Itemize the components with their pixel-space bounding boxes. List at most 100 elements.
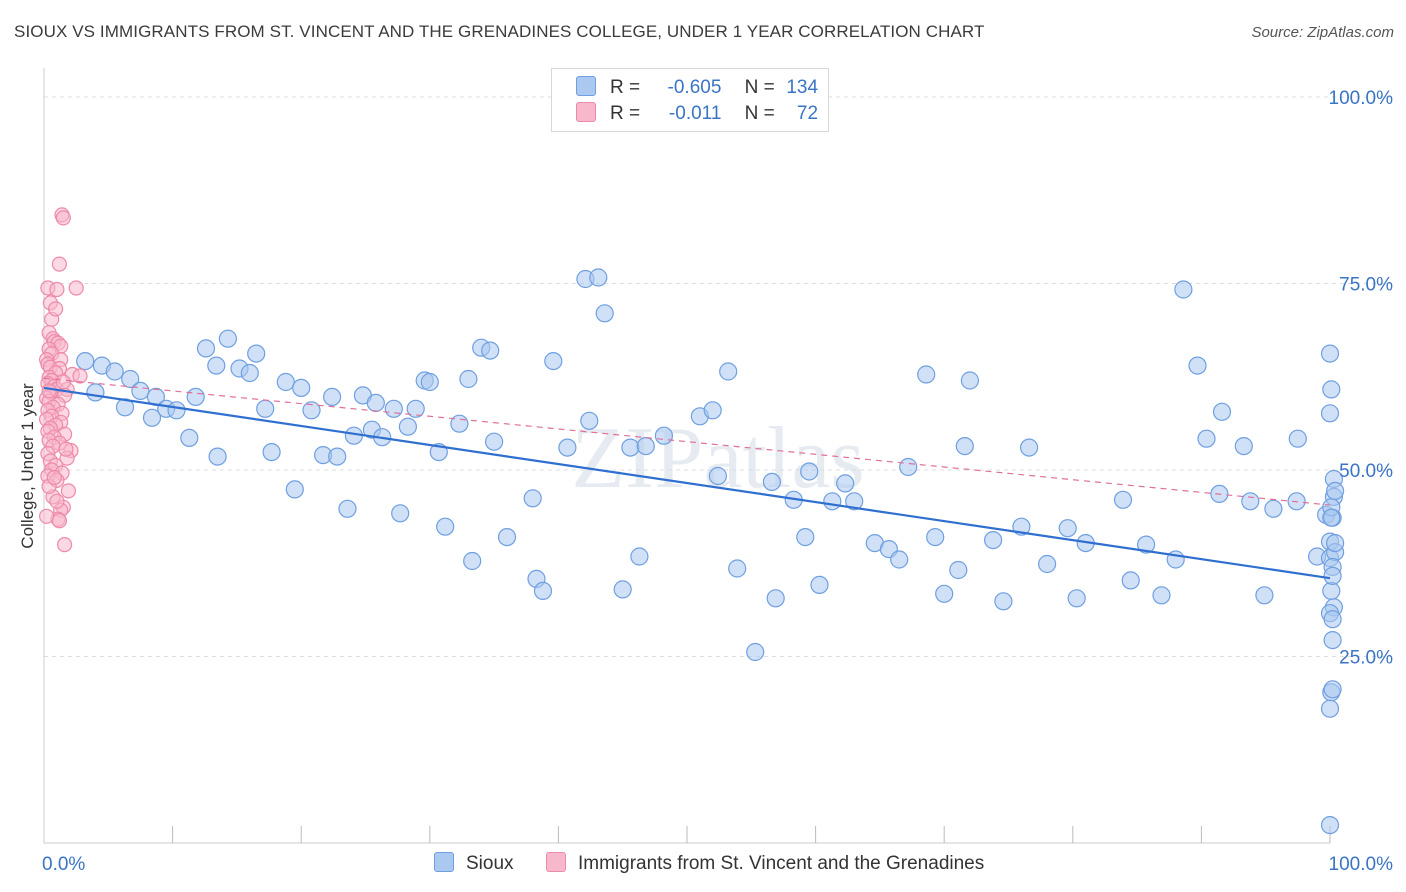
immigrants-point <box>72 368 88 384</box>
sioux-point <box>1323 680 1342 699</box>
sioux-point <box>1037 554 1057 574</box>
sioux-point <box>589 268 608 287</box>
sioux-point <box>1136 535 1156 554</box>
immigrants-point <box>47 301 64 317</box>
legend-row-sioux: R = -0.605 N = 134 <box>576 76 818 100</box>
y-axis-label: College, Under 1 year <box>18 383 37 549</box>
sioux-point <box>1323 566 1342 586</box>
y-tick-label: 100.0% <box>1329 88 1394 109</box>
sioux-point <box>196 339 216 358</box>
sioux-point <box>366 393 385 412</box>
sioux-point <box>256 399 275 418</box>
tick-labels: 25.0% 50.0% 75.0% 100.0% 0.0% 100.0% <box>42 88 1393 875</box>
sioux-point <box>1320 404 1340 423</box>
sioux-point <box>142 408 162 427</box>
sioux-point <box>302 401 321 420</box>
sioux-point <box>497 527 517 547</box>
sioux-point <box>121 369 140 389</box>
sioux-point <box>1067 589 1086 608</box>
sioux-point <box>436 517 455 536</box>
sioux-point <box>762 472 782 491</box>
sioux-point <box>1325 533 1345 553</box>
sioux-point <box>613 580 632 599</box>
sioux-point <box>1320 815 1340 835</box>
sioux-point <box>131 381 150 400</box>
sioux-point <box>115 398 135 417</box>
sioux-swatch <box>434 852 454 872</box>
immigrants-legend-label: Immigrants from St. Vincent and the Gren… <box>578 853 985 874</box>
sioux-point <box>1113 490 1133 509</box>
sioux-point <box>1322 581 1341 601</box>
sioux-point <box>1322 508 1341 527</box>
sioux-point <box>406 399 425 418</box>
y-tick-label: 75.0% <box>1339 275 1393 296</box>
immigrants-point <box>51 256 68 272</box>
sioux-point <box>463 551 482 571</box>
sioux-point <box>766 589 785 608</box>
bottom-legend-immigrants: Immigrants from St. Vincent and the Gren… <box>546 852 984 875</box>
sioux-point <box>949 560 968 580</box>
sioux-trend-line <box>43 386 1331 580</box>
immigrants-point <box>41 383 57 399</box>
sioux-point <box>917 365 936 384</box>
sioux-point <box>240 363 259 383</box>
sioux-legend-label: Sioux <box>466 853 514 874</box>
sioux-point <box>1322 380 1341 399</box>
sioux-point <box>544 352 563 371</box>
r-value: -0.605 <box>667 77 722 98</box>
n-label: N = <box>744 103 775 124</box>
sioux-point <box>338 499 357 518</box>
sioux-point <box>247 344 266 363</box>
sioux-point <box>746 642 765 662</box>
sioux-point <box>262 443 281 462</box>
data-points <box>38 207 1345 835</box>
sioux-point <box>86 383 105 402</box>
sioux-point <box>398 417 417 436</box>
sioux-point <box>533 581 553 601</box>
sioux-point <box>481 341 500 360</box>
immigrants-point <box>46 469 62 486</box>
r-label: R = <box>610 77 641 98</box>
sioux-point <box>1320 699 1340 718</box>
immigrants-point <box>60 483 77 499</box>
sioux-point <box>218 329 237 348</box>
sioux-point <box>890 550 909 569</box>
sioux-point <box>836 474 855 493</box>
sioux-point <box>208 447 227 466</box>
immigrants-swatch <box>546 852 566 872</box>
immigrants-point <box>49 281 65 298</box>
sioux-point <box>1320 344 1340 363</box>
x-tick-label: 100.0% <box>1329 854 1394 875</box>
chart-title: SIOUX VS IMMIGRANTS FROM ST. VINCENT AND… <box>14 22 985 41</box>
sioux-point <box>703 401 722 420</box>
sioux-point <box>391 504 410 523</box>
sioux-point <box>960 371 980 390</box>
legend-row-immigrants: R = -0.011 N = 72 <box>576 102 818 126</box>
sioux-point <box>636 437 655 456</box>
sioux-point <box>935 584 954 603</box>
sioux-point <box>523 489 542 508</box>
sioux-point <box>899 457 918 477</box>
sioux-swatch <box>576 76 596 96</box>
sioux-point <box>595 304 614 323</box>
x-tick-label: 0.0% <box>42 854 85 875</box>
bottom-legend-sioux: Sioux <box>434 852 514 875</box>
immigrants-point <box>55 374 71 390</box>
immigrants-swatch <box>576 102 596 122</box>
y-tick-label: 50.0% <box>1339 461 1393 482</box>
sioux-point <box>384 399 403 418</box>
sioux-point <box>1121 571 1140 590</box>
sioux-point <box>276 372 295 392</box>
sioux-point <box>207 356 226 375</box>
sioux-point <box>955 437 974 456</box>
sioux-point <box>1188 356 1207 375</box>
immigrants-point <box>49 493 65 509</box>
sioux-point <box>800 462 819 481</box>
watermark: ZIPatlas <box>571 410 864 507</box>
immigrants-point <box>38 508 55 524</box>
sioux-point <box>708 466 728 486</box>
sioux-point <box>926 527 945 547</box>
sioux-point <box>76 352 95 371</box>
sioux-point <box>1325 481 1345 500</box>
